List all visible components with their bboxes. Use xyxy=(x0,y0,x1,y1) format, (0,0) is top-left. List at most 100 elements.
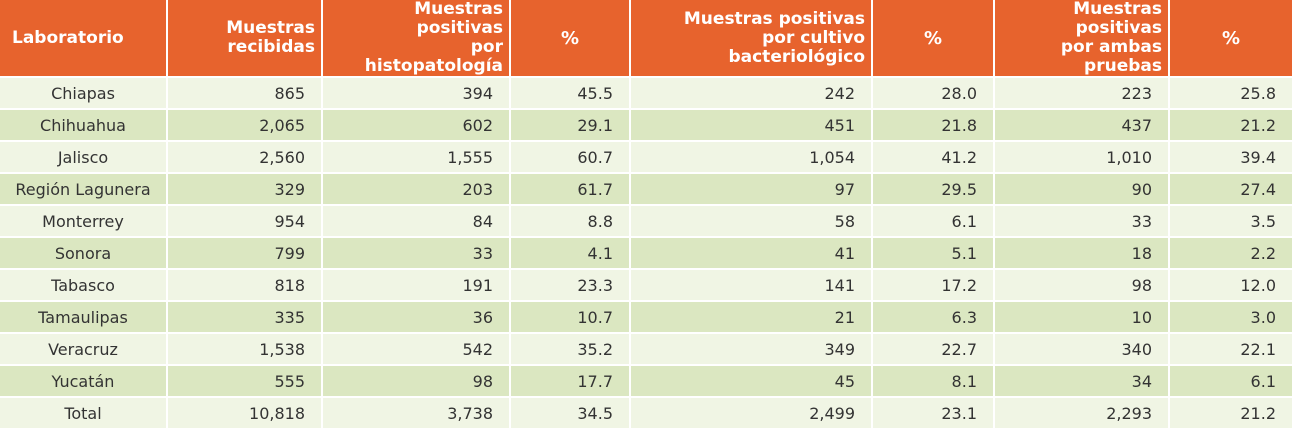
value-cell: 84 xyxy=(323,204,511,236)
value-cell: 21.8 xyxy=(873,108,995,140)
value-cell: 1,054 xyxy=(631,140,873,172)
header-muestras-recibidas: Muestras recibidas xyxy=(226,18,315,57)
table-row: Chihuahua 2,065 602 29.1 451 21.8 437 21.2 xyxy=(0,108,1292,140)
value-cell: 2,065 xyxy=(168,108,323,140)
value-cell: 394 xyxy=(323,76,511,108)
value-cell: 10 xyxy=(995,300,1170,332)
value-cell: 17.2 xyxy=(873,268,995,300)
value-cell: 21.2 xyxy=(1170,396,1292,428)
table-row: Yucatán 555 98 17.7 45 8.1 34 6.1 xyxy=(0,364,1292,396)
value-cell: 8.1 xyxy=(873,364,995,396)
value-cell: 60.7 xyxy=(511,140,631,172)
header-cell: % xyxy=(873,0,995,76)
header-cell: Muestras recibidas xyxy=(168,0,323,76)
value-cell: 451 xyxy=(631,108,873,140)
value-cell: 5.1 xyxy=(873,236,995,268)
value-cell: 45 xyxy=(631,364,873,396)
value-cell: 18 xyxy=(995,236,1170,268)
value-cell: 954 xyxy=(168,204,323,236)
value-cell: 21 xyxy=(631,300,873,332)
value-cell: 1,555 xyxy=(323,140,511,172)
table-row: Sonora 799 33 4.1 41 5.1 18 2.2 xyxy=(0,236,1292,268)
table-row: Total 10,818 3,738 34.5 2,499 23.1 2,293 21.2 xyxy=(0,396,1292,428)
table-row: Región Lagunera 329 203 61.7 97 29.5 90 27.4 xyxy=(0,172,1292,204)
value-cell: 1,010 xyxy=(995,140,1170,172)
value-cell: 97 xyxy=(631,172,873,204)
value-cell: 58 xyxy=(631,204,873,236)
table-row: Jalisco 2,560 1,555 60.7 1,054 41.2 1,010 39.4 xyxy=(0,140,1292,172)
value-cell: 3,738 xyxy=(323,396,511,428)
header-cell: Laboratorio xyxy=(0,0,168,76)
value-cell: 39.4 xyxy=(1170,140,1292,172)
header-percent: % xyxy=(923,27,943,49)
value-cell: 36 xyxy=(323,300,511,332)
value-cell: 799 xyxy=(168,236,323,268)
value-cell: 602 xyxy=(323,108,511,140)
value-cell: 1,538 xyxy=(168,332,323,364)
value-cell: 22.7 xyxy=(873,332,995,364)
value-cell: 542 xyxy=(323,332,511,364)
table-row: Veracruz 1,538 542 35.2 349 22.7 340 22.1 xyxy=(0,332,1292,364)
laboratorio-cell: Veracruz xyxy=(0,332,168,364)
value-cell: 3.5 xyxy=(1170,204,1292,236)
value-cell: 23.3 xyxy=(511,268,631,300)
value-cell: 33 xyxy=(995,204,1170,236)
header-laboratorio: Laboratorio xyxy=(12,27,124,48)
value-cell: 35.2 xyxy=(511,332,631,364)
laboratorio-cell: Tamaulipas xyxy=(0,300,168,332)
value-cell: 29.1 xyxy=(511,108,631,140)
value-cell: 25.8 xyxy=(1170,76,1292,108)
value-cell: 90 xyxy=(995,172,1170,204)
value-cell: 191 xyxy=(323,268,511,300)
value-cell: 141 xyxy=(631,268,873,300)
value-cell: 23.1 xyxy=(873,396,995,428)
value-cell: 2,560 xyxy=(168,140,323,172)
header-positivas-histopatologia: Muestras positivas por histopatología xyxy=(364,0,503,76)
value-cell: 98 xyxy=(995,268,1170,300)
value-cell: 2.2 xyxy=(1170,236,1292,268)
value-cell: 8.8 xyxy=(511,204,631,236)
value-cell: 818 xyxy=(168,268,323,300)
header-cell: % xyxy=(511,0,631,76)
value-cell: 17.7 xyxy=(511,364,631,396)
value-cell: 10,818 xyxy=(168,396,323,428)
value-cell: 349 xyxy=(631,332,873,364)
header-positivas-cultivo: Muestras positivas por cultivo bacteriol… xyxy=(683,8,865,67)
value-cell: 6.3 xyxy=(873,300,995,332)
header-cell: Muestras positivas por histopatología xyxy=(323,0,511,76)
value-cell: 28.0 xyxy=(873,76,995,108)
value-cell: 555 xyxy=(168,364,323,396)
value-cell: 41.2 xyxy=(873,140,995,172)
value-cell: 2,293 xyxy=(995,396,1170,428)
table-row: Tabasco 818 191 23.3 141 17.2 98 12.0 xyxy=(0,268,1292,300)
value-cell: 329 xyxy=(168,172,323,204)
value-cell: 203 xyxy=(323,172,511,204)
table-row: Tamaulipas 335 36 10.7 21 6.3 10 3.0 xyxy=(0,300,1292,332)
value-cell: 41 xyxy=(631,236,873,268)
value-cell: 61.7 xyxy=(511,172,631,204)
table-row: Monterrey 954 84 8.8 58 6.1 33 3.5 xyxy=(0,204,1292,236)
value-cell: 335 xyxy=(168,300,323,332)
laboratorio-cell: Chihuahua xyxy=(0,108,168,140)
value-cell: 27.4 xyxy=(1170,172,1292,204)
value-cell: 3.0 xyxy=(1170,300,1292,332)
value-cell: 6.1 xyxy=(1170,364,1292,396)
header-cell: Muestras positivas por cultivo bacteriol… xyxy=(631,0,873,76)
value-cell: 242 xyxy=(631,76,873,108)
table-body: Chiapas 865 394 45.5 242 28.0 223 25.8 Chihuahua… xyxy=(0,76,1292,428)
value-cell: 21.2 xyxy=(1170,108,1292,140)
value-cell: 340 xyxy=(995,332,1170,364)
laboratorio-cell: Total xyxy=(0,396,168,428)
value-cell: 33 xyxy=(323,236,511,268)
laboratorio-cell: Tabasco xyxy=(0,268,168,300)
value-cell: 45.5 xyxy=(511,76,631,108)
header-percent: % xyxy=(1221,27,1241,49)
value-cell: 34 xyxy=(995,364,1170,396)
value-cell: 2,499 xyxy=(631,396,873,428)
laboratorio-cell: Región Lagunera xyxy=(0,172,168,204)
value-cell: 29.5 xyxy=(873,172,995,204)
value-cell: 98 xyxy=(323,364,511,396)
header-row: Laboratorio Muestras recibidas Muestras … xyxy=(0,0,1292,76)
header-positivas-ambas: Muestras positivas por ambas pruebas xyxy=(1060,0,1162,76)
